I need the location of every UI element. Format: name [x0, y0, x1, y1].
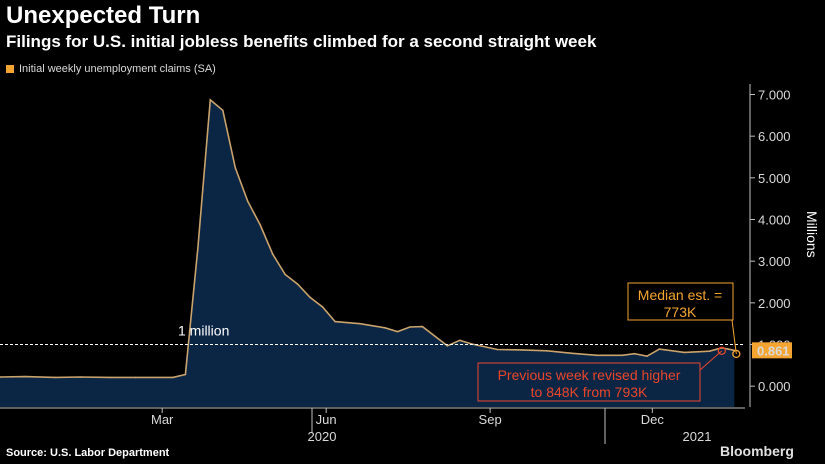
x-tick-label: Dec [641, 412, 665, 427]
data-point [546, 350, 548, 352]
last-value-box [752, 342, 792, 359]
x-tick-label: Sep [479, 412, 502, 427]
chart-title: Unexpected Turn [6, 2, 201, 29]
previous-annotation-line1: Previous week revised higher [498, 367, 681, 383]
chart-subtitle: Filings for U.S. initial jobless benefit… [6, 32, 597, 51]
data-point [571, 352, 573, 355]
x-tick-label: Mar [151, 412, 174, 427]
last-value-label: 0.861 [757, 343, 790, 358]
data-point [246, 200, 249, 202]
previous-annotation-line2: to 848K from 793K [531, 384, 648, 400]
y-tick-label: 7.000 [758, 88, 791, 103]
previous-leader-line [699, 350, 723, 371]
data-point [222, 109, 224, 112]
data-point [184, 373, 187, 376]
data-point [521, 349, 523, 351]
data-point [646, 355, 648, 358]
data-point [209, 99, 212, 101]
data-point [79, 376, 81, 378]
data-point [658, 348, 661, 350]
y-tick-label: 2.000 [758, 296, 791, 311]
data-point [396, 330, 399, 333]
legend-swatch [6, 65, 14, 73]
median-annotation-box [627, 282, 734, 321]
x-tick-label: Jun [316, 412, 337, 427]
y-tick-label: 0.000 [758, 379, 791, 394]
data-point [309, 296, 311, 299]
data-point [459, 339, 461, 342]
data-point [259, 224, 262, 226]
data-point [683, 351, 686, 354]
median-annotation-line1: Median est. = [638, 287, 722, 303]
data-point [284, 273, 287, 276]
data-point [384, 327, 386, 329]
data-point [271, 253, 274, 255]
brand-logo: Bloomberg [720, 443, 794, 459]
data-point [334, 320, 336, 323]
x-year-label: 2021 [683, 429, 712, 444]
y-axis-label: Millions [804, 211, 820, 258]
data-point [359, 322, 361, 325]
y-tick-label: 6.000 [758, 129, 791, 144]
y-tick-label: 5.000 [758, 171, 791, 186]
x-year-label: 2020 [308, 429, 337, 444]
series-area [0, 99, 735, 408]
data-point [24, 375, 26, 378]
data-point [321, 306, 324, 308]
data-point [708, 350, 711, 353]
data-point [109, 376, 112, 379]
data-point [633, 352, 636, 355]
data-point [421, 325, 424, 328]
data-point [446, 345, 449, 347]
reference-line-label: 1 million [178, 323, 229, 339]
legend: Initial weekly unemployment claims (SA) [6, 63, 216, 75]
median-leader-line [731, 319, 737, 355]
data-point [0, 376, 1, 378]
source-note: Source: U.S. Labor Department [6, 447, 170, 459]
data-point [296, 283, 299, 285]
data-point [596, 354, 598, 357]
median-marker [732, 349, 741, 359]
data-point [409, 326, 411, 328]
data-point [234, 167, 237, 169]
previous-annotation-box [477, 362, 701, 402]
y-tick-label: 3.000 [758, 254, 791, 269]
previous-marker [717, 346, 726, 355]
data-point [54, 376, 57, 379]
data-point [621, 354, 623, 357]
data-point [197, 247, 199, 250]
median-annotation-line2: 773K [664, 304, 697, 320]
data-point [496, 348, 499, 351]
y-tick-label: 4.000 [758, 213, 791, 228]
data-point [134, 376, 137, 379]
plot-area: 1 million0.0001.0002.0003.0004.0005.0006… [0, 84, 820, 444]
legend-label: Initial weekly unemployment claims (SA) [19, 63, 216, 75]
data-point [172, 376, 174, 379]
